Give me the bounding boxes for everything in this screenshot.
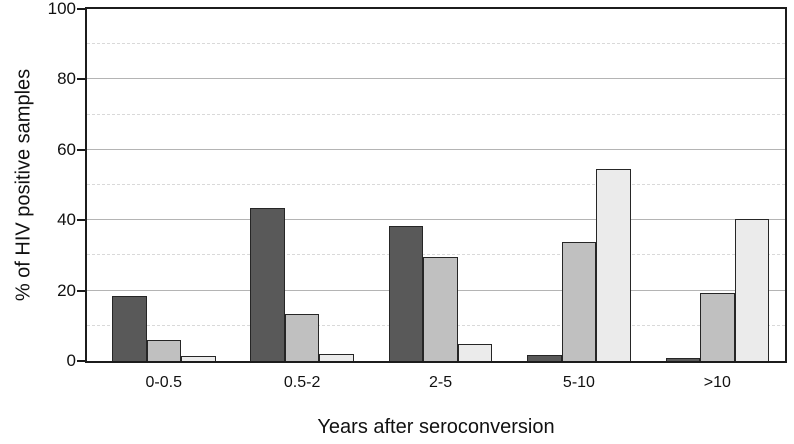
y-tick (77, 8, 85, 10)
bar-light-gray-bars-0-0.5 (181, 355, 216, 361)
bar-dark-gray-bars-0-0.5 (112, 296, 147, 361)
bar-light-gray-bars-0.5-2 (319, 353, 354, 361)
x-tick-label: >10 (703, 374, 731, 391)
y-tick-label: 0 (66, 351, 76, 370)
bar-light-gray-bars->10 (734, 218, 770, 361)
y-axis-title: % of HIV positive samples (12, 68, 35, 302)
y-tick (77, 219, 85, 222)
bar-dark-gray-bars->10 (665, 358, 701, 361)
y-tick (77, 148, 85, 151)
y-tick-label: 60 (57, 139, 76, 159)
y-tick-label: 80 (57, 69, 76, 89)
y-gridline-minor (87, 113, 785, 115)
y-tick-label: 100 (47, 0, 76, 18)
y-tick-label: 40 (57, 210, 76, 230)
bar-medium-gray-bars-2-5 (423, 257, 458, 361)
bar-dark-gray-bars-0.5-2 (250, 208, 285, 361)
y-gridline-minor (87, 254, 785, 256)
bar-light-gray-bars-2-5 (457, 343, 493, 361)
bar-medium-gray-bars-0-0.5 (146, 340, 181, 361)
y-gridline-major (87, 148, 785, 150)
bar-medium-gray-bars-0.5-2 (284, 313, 320, 361)
y-tick-label: 20 (57, 280, 76, 300)
plot-inner (87, 9, 785, 361)
y-tick (77, 360, 85, 362)
x-tick-label: 0.5-2 (283, 374, 321, 391)
y-tick (77, 78, 85, 81)
y-gridline-major (87, 78, 785, 80)
y-tick (77, 289, 85, 292)
x-tick-label: 2-5 (428, 374, 453, 391)
x-tick-label: 0-0.5 (145, 374, 182, 391)
bar-dark-gray-bars-2-5 (388, 225, 424, 361)
y-gridline-minor (87, 43, 785, 45)
bar-dark-gray-bars-5-10 (527, 355, 562, 361)
bar-medium-gray-bars-5-10 (561, 241, 597, 361)
bar-light-gray-bars-5-10 (596, 169, 631, 361)
plot-area (85, 7, 787, 363)
bar-medium-gray-bars->10 (700, 292, 735, 361)
x-tick-label: 5-10 (562, 374, 595, 391)
y-gridline-major (87, 219, 785, 221)
y-gridline-minor (87, 184, 785, 185)
x-axis-title: Years after seroconversion (317, 416, 555, 438)
